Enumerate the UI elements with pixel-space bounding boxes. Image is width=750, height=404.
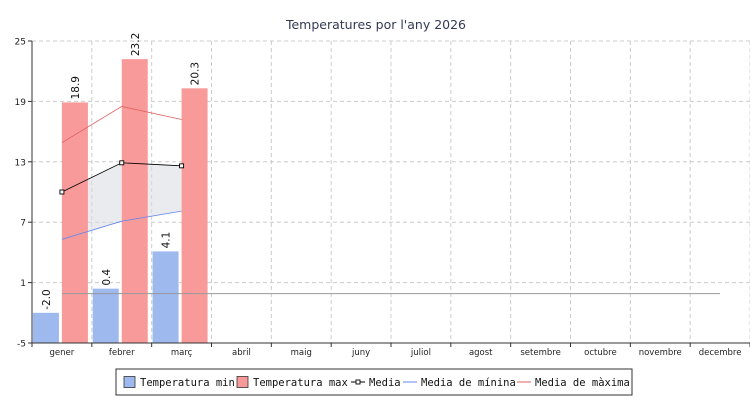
bar-temperatura-max	[181, 88, 208, 344]
x-tick-label: decembre	[699, 348, 742, 358]
data-label-min: -2.0	[41, 289, 53, 310]
x-tick-label: juliol	[410, 348, 431, 358]
x-tick-label: octubre	[584, 348, 617, 358]
bar-temperatura-min	[32, 312, 59, 343]
legend-label: Media de màxima	[535, 377, 630, 389]
x-tick-label: febrer	[109, 348, 135, 358]
y-tick-label: 19	[15, 98, 27, 108]
x-tick-label: agost	[469, 348, 493, 358]
data-label-max: 20.3	[190, 62, 202, 85]
data-label-max: 18.9	[70, 76, 82, 99]
legend-box	[115, 368, 633, 396]
grid	[32, 40, 750, 344]
bar-temperatura-min	[92, 288, 119, 343]
legend-swatch	[123, 376, 136, 388]
x-tick-label: novembre	[639, 348, 682, 358]
media-point	[179, 163, 185, 169]
x-tick-label: maig	[291, 348, 312, 358]
data-label-min: 4.1	[161, 232, 173, 249]
legend-label: Media de mínina	[421, 377, 516, 389]
legend-swatch-marker	[355, 379, 361, 385]
line-media-maxima	[61, 106, 182, 144]
legend-swatch	[236, 376, 249, 388]
axes: -5 1 7 13 19 25 gener febrer març abril maig juny ju…	[15, 38, 750, 358]
legend: Temperatura min Temperatura max Media Media…	[115, 368, 633, 396]
x-tick-label: abril	[232, 348, 251, 358]
line-media-minima	[61, 210, 182, 240]
x-tick-label: setembre	[520, 348, 560, 358]
x-tick-label: març	[171, 348, 193, 358]
bars	[32, 59, 208, 344]
x-tick-label: gener	[50, 348, 75, 358]
bar-temperatura-max	[61, 102, 88, 343]
bar-temperatura-max	[121, 59, 148, 344]
chart-title: Temperatures por l'any 2026	[285, 17, 466, 32]
y-tick-label: -5	[17, 340, 26, 350]
legend-label: Temperatura max	[253, 377, 348, 389]
data-label-max: 23.2	[130, 33, 142, 56]
data-label-min: 0.4	[101, 269, 113, 286]
legend-label: Temperatura min	[140, 377, 235, 389]
y-tick-label: 7	[20, 219, 26, 229]
y-tick-label: 25	[15, 38, 26, 48]
y-tick-label: 1	[20, 279, 26, 289]
media-point	[119, 160, 125, 166]
y-tick-label: 13	[15, 158, 26, 168]
x-tick-label: juny	[351, 348, 370, 358]
media-point	[59, 189, 65, 195]
bar-temperatura-min	[152, 251, 179, 343]
lines	[59, 106, 721, 295]
data-labels: -2.0 0.4 4.1 18.9 23.2 20.3	[41, 33, 202, 310]
legend-label: Media	[369, 377, 401, 389]
